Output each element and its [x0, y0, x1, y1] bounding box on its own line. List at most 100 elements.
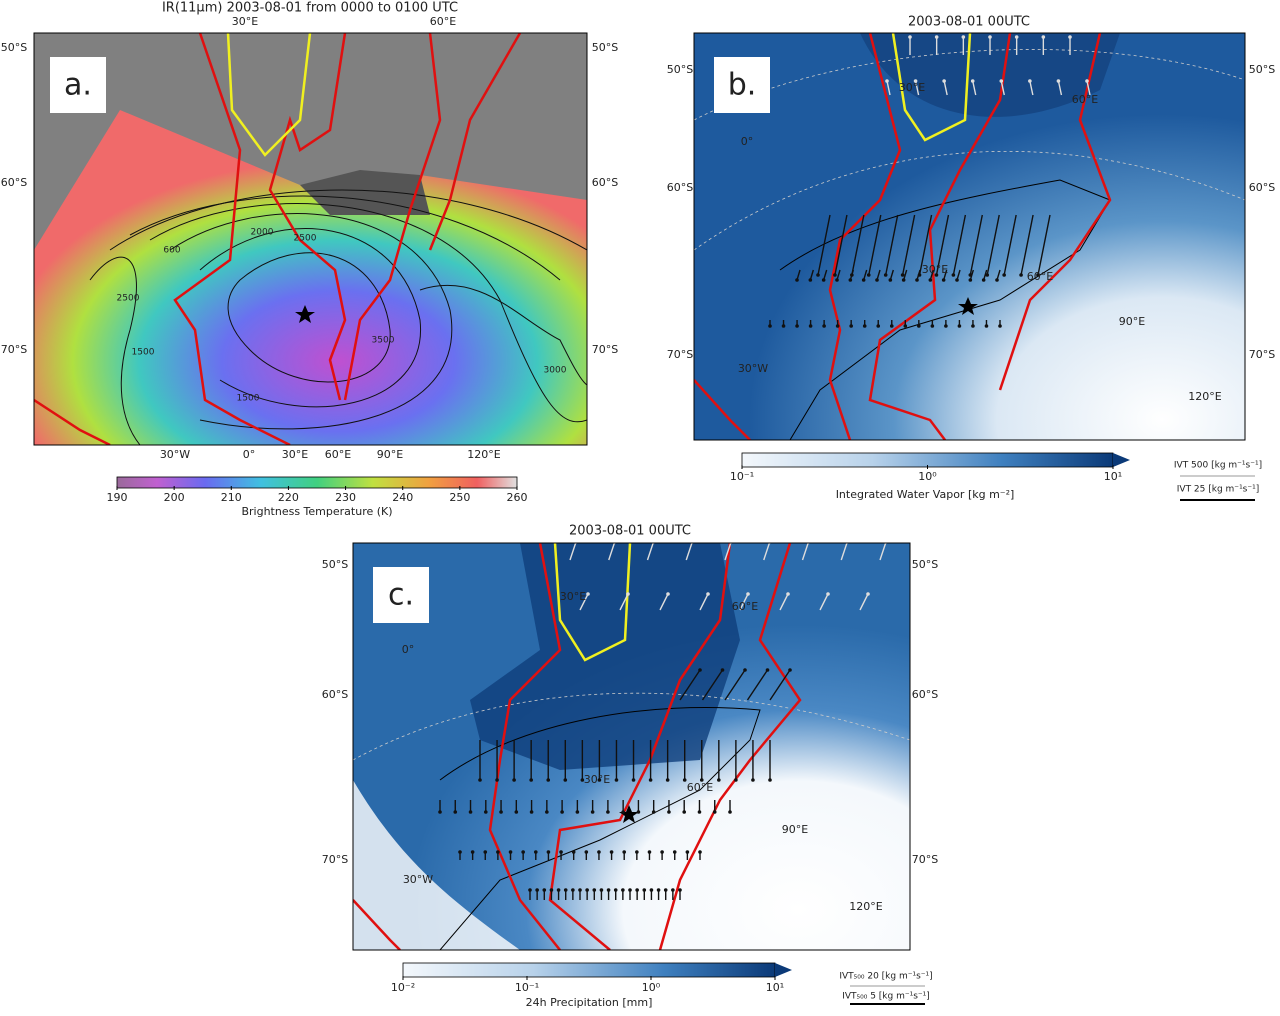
panel-label-box: [50, 57, 106, 113]
flow-arrow: [885, 214, 899, 276]
flow-arrow: [901, 214, 916, 276]
legend-label: IVT₅₀₀ 5 [kg m⁻¹s⁻¹]: [842, 992, 930, 1002]
panel-label: a.: [64, 68, 92, 103]
path-shape: [343, 33, 442, 401]
flow-arrow: [817, 214, 831, 276]
arrow-head: [788, 668, 792, 672]
path-shape: [149, 203, 587, 423]
colorbar: [402, 962, 776, 978]
map-label: 70°S: [667, 348, 693, 361]
path-shape: [694, 49, 1245, 121]
panel-label: b.: [728, 68, 757, 103]
map-frame: [33, 32, 588, 446]
arrow-head: [712, 810, 717, 814]
path-shape: [173, 33, 291, 445]
arrow-head: [648, 778, 653, 782]
arrow-head: [768, 778, 772, 782]
arrow-head: [984, 324, 989, 328]
arrow-head: [478, 778, 482, 782]
colorbar-tick-label: 10⁻²: [391, 981, 415, 994]
arrow-head: [913, 79, 918, 83]
colorbar-tick-label: 220: [278, 491, 299, 504]
legend-label: IVT₅₀₀ 20 [kg m⁻¹s⁻¹]: [839, 972, 932, 982]
arrow-head: [514, 810, 519, 814]
flow-arrow: [935, 214, 950, 276]
map-label: 50°S: [592, 41, 618, 54]
path-shape: [428, 33, 522, 251]
flow-arrow: [868, 214, 882, 276]
arrow-head: [875, 278, 879, 282]
colorbar-tick-label: 10¹: [766, 981, 784, 994]
arrow-head: [808, 278, 813, 282]
map-label: 120°E: [1188, 390, 1221, 403]
arrow-head: [1028, 79, 1032, 83]
arrow-head: [944, 324, 948, 328]
arrow-head: [495, 778, 499, 782]
map-label: 30°W: [738, 362, 768, 375]
panel-title: 2003-08-01 00UTC: [569, 524, 691, 539]
map-label: 50°S: [322, 558, 348, 571]
arrow-head: [888, 278, 893, 282]
flow-arrow: [779, 593, 789, 611]
path-shape: [169, 213, 453, 430]
arrow-head: [908, 35, 912, 39]
path-shape: [199, 228, 421, 408]
legend-label: IVT 25 [kg m⁻¹s⁻¹]: [1177, 485, 1259, 495]
map-c: [353, 543, 910, 950]
colorbar-tick-label: 190: [107, 491, 128, 504]
flow-arrow: [569, 543, 577, 561]
map-label: 30°W: [403, 873, 433, 886]
map-label: 0°: [741, 135, 754, 148]
arrow-head: [438, 810, 442, 814]
arrow-head: [971, 324, 975, 328]
path-shape: [109, 189, 587, 251]
flow-arrow: [1000, 80, 1005, 96]
flow-arrow: [972, 80, 977, 96]
arrow-head: [586, 592, 590, 596]
arrow-head: [546, 850, 551, 854]
map-label: 70°S: [1249, 348, 1275, 361]
arrow-head: [786, 592, 790, 596]
panel-title: IR(11μm) 2003-08-01 from 0000 to 0100 UT…: [162, 1, 458, 16]
arrow-head: [795, 324, 799, 328]
path-shape: [353, 692, 910, 761]
flow-arrow: [943, 80, 948, 96]
flow-arrow: [1057, 80, 1063, 96]
arrow-head: [734, 778, 738, 782]
flow-arrow: [739, 593, 749, 611]
path-shape: [227, 252, 391, 383]
map-label: 30°E: [899, 81, 925, 94]
arrow-head: [483, 850, 488, 854]
arrow-head: [816, 273, 820, 277]
map-label: 60°S: [322, 688, 348, 701]
arrow-head: [470, 850, 475, 854]
map-label: 30°W: [160, 448, 190, 461]
arrow-head: [1085, 79, 1089, 83]
arrow-head: [631, 778, 636, 782]
arrow-head: [665, 778, 670, 782]
flow-arrow: [769, 669, 791, 701]
arrow-head: [1068, 35, 1072, 39]
flow-arrow: [859, 593, 869, 611]
arrow-head: [720, 668, 725, 672]
arrow-head: [533, 850, 538, 854]
panel-label-box: [373, 567, 429, 623]
arrow-head: [682, 778, 687, 782]
arrow-head: [635, 850, 639, 854]
arrow-head: [609, 850, 614, 854]
flow-arrow: [969, 214, 983, 276]
arrow-head: [728, 810, 732, 814]
arrow-head: [768, 324, 772, 328]
arrow-head: [649, 888, 654, 892]
arrow-head: [647, 850, 652, 854]
path-shape: [488, 543, 562, 950]
flow-arrow: [819, 593, 829, 611]
arrow-head: [521, 850, 525, 854]
colorbar-tick-label: 10⁻¹: [515, 981, 539, 994]
colorbar: [116, 476, 518, 489]
map-label: 70°S: [322, 853, 348, 866]
arrow-head: [545, 810, 549, 814]
arrow-head: [571, 888, 575, 892]
arrow-head: [499, 810, 503, 814]
flow-arrow: [579, 593, 589, 611]
